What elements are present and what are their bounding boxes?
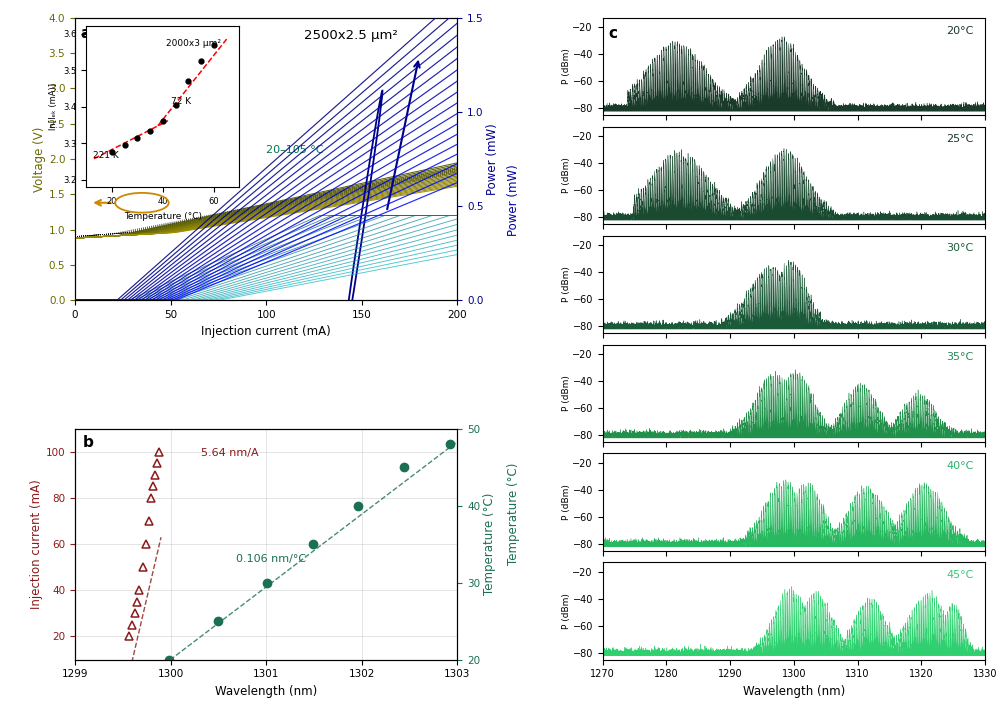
Y-axis label: P (dBm): P (dBm) <box>562 158 571 193</box>
X-axis label: Injection current (mA): Injection current (mA) <box>201 325 331 339</box>
Y-axis label: P (dBm): P (dBm) <box>562 484 571 520</box>
Y-axis label: P (dBm): P (dBm) <box>562 375 571 411</box>
Text: a: a <box>81 26 91 41</box>
Y-axis label: Voltage (V): Voltage (V) <box>33 126 46 192</box>
Text: b: b <box>83 436 94 451</box>
Text: 45°C: 45°C <box>946 570 974 580</box>
Text: 20°C: 20°C <box>946 26 974 36</box>
Text: 2500x2.5 μm²: 2500x2.5 μm² <box>304 29 398 42</box>
Y-axis label: P (dBm): P (dBm) <box>562 593 571 629</box>
Text: 20–105 °C: 20–105 °C <box>266 145 324 155</box>
Text: 25°C: 25°C <box>946 135 974 145</box>
Y-axis label: Injection current (mA): Injection current (mA) <box>30 479 43 609</box>
Text: Power (mW): Power (mW) <box>507 164 520 235</box>
Text: c: c <box>608 26 617 41</box>
Text: Temperature (°C): Temperature (°C) <box>507 462 520 565</box>
X-axis label: Wavelength (nm): Wavelength (nm) <box>743 684 845 698</box>
Y-axis label: Temperature (°C): Temperature (°C) <box>483 493 496 595</box>
Y-axis label: P (dBm): P (dBm) <box>562 48 571 84</box>
Y-axis label: P (dBm): P (dBm) <box>562 266 571 302</box>
Y-axis label: Power (mW): Power (mW) <box>486 123 499 195</box>
Text: 0.106 nm/°C: 0.106 nm/°C <box>236 555 306 565</box>
Text: 40°C: 40°C <box>946 461 974 471</box>
X-axis label: Wavelength (nm): Wavelength (nm) <box>215 684 317 698</box>
Text: 35°C: 35°C <box>946 352 974 362</box>
Text: 30°C: 30°C <box>946 243 974 253</box>
Text: 5.64 nm/A: 5.64 nm/A <box>201 448 259 458</box>
